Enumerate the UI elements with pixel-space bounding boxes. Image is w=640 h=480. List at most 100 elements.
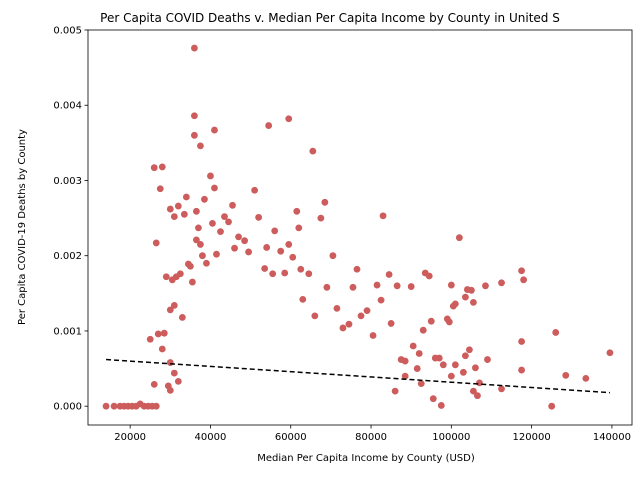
data-point — [289, 253, 297, 261]
data-point — [158, 163, 166, 171]
x-tick-label: 100000 — [432, 432, 470, 443]
x-tick-label: 140000 — [593, 432, 631, 443]
data-point — [393, 282, 401, 290]
data-point — [201, 195, 208, 203]
data-point — [245, 248, 252, 256]
data-point — [150, 380, 158, 388]
data-point — [221, 213, 228, 220]
data-point — [203, 259, 210, 267]
data-point — [235, 233, 242, 241]
data-point — [285, 241, 293, 248]
data-point — [271, 227, 279, 235]
data-point — [166, 306, 174, 314]
data-point — [277, 247, 285, 255]
data-point — [435, 354, 443, 362]
y-tick-label: 0.004 — [53, 101, 82, 112]
data-point — [297, 265, 305, 273]
data-point — [160, 329, 168, 337]
data-point — [518, 366, 525, 374]
y-tick-label: 0.002 — [53, 251, 82, 262]
x-tick-label: 80000 — [355, 432, 387, 443]
data-point — [229, 201, 236, 209]
data-point — [293, 207, 301, 215]
data-point — [182, 193, 190, 201]
data-point — [476, 379, 483, 387]
data-point — [188, 278, 196, 286]
data-point — [498, 385, 505, 393]
data-point — [455, 234, 463, 242]
data-point — [170, 301, 178, 309]
data-point — [339, 324, 347, 332]
data-point — [429, 395, 437, 403]
data-point — [437, 402, 445, 409]
data-point — [152, 402, 160, 410]
data-point — [470, 298, 477, 306]
data-point — [552, 329, 560, 336]
data-point — [548, 402, 556, 410]
data-point — [211, 184, 218, 192]
data-point — [176, 270, 184, 278]
data-point — [459, 368, 467, 376]
y-tick-label: 0.000 — [53, 402, 82, 413]
data-point — [321, 198, 329, 206]
data-point — [474, 392, 481, 400]
data-point — [207, 172, 214, 180]
data-point — [265, 122, 273, 129]
data-point — [209, 219, 216, 227]
data-point — [156, 185, 164, 193]
data-point — [211, 126, 218, 134]
data-point — [379, 212, 387, 220]
data-point — [427, 317, 435, 325]
data-point — [518, 338, 525, 345]
data-point — [484, 356, 491, 363]
y-axis-title: Per Capita COVID-19 Deaths by County — [17, 129, 28, 325]
data-point — [417, 380, 425, 388]
data-point — [385, 271, 393, 278]
data-point — [373, 281, 381, 289]
data-point — [562, 371, 570, 379]
chart-title: Per Capita COVID Deaths v. Median Per Ca… — [100, 11, 560, 25]
data-point — [251, 186, 259, 194]
data-point — [263, 244, 271, 251]
x-tick-label: 60000 — [275, 432, 307, 443]
data-point — [466, 346, 473, 354]
data-point — [349, 283, 357, 291]
data-point — [391, 387, 399, 395]
x-axis-ticks: 20000 40000 60000 80000 100000 120000 140000 — [114, 425, 631, 443]
y-axis-ticks: 0.000 0.001 0.002 0.003 0.004 0.005 — [53, 26, 88, 413]
data-point — [190, 131, 198, 139]
x-axis-title: Median Per Capita Income by County (USD) — [257, 453, 475, 464]
trend-line — [106, 358, 610, 394]
data-point — [178, 314, 186, 321]
data-point — [445, 318, 453, 326]
data-point — [447, 281, 455, 289]
data-point — [217, 228, 224, 236]
data-point — [261, 265, 269, 272]
x-tick-label: 40000 — [195, 432, 227, 443]
data-point — [255, 213, 263, 221]
data-point — [329, 252, 337, 260]
data-point — [606, 349, 614, 357]
data-point — [363, 307, 371, 315]
data-point — [415, 350, 423, 357]
data-point — [102, 402, 110, 410]
data-point — [498, 279, 505, 287]
data-point — [451, 300, 459, 308]
data-point — [174, 377, 182, 385]
data-point — [213, 250, 220, 258]
data-point — [225, 218, 232, 226]
data-point — [285, 115, 293, 123]
data-point — [190, 112, 198, 120]
data-point — [166, 386, 174, 394]
data-point — [451, 361, 459, 369]
data-point — [110, 402, 118, 410]
data-point — [472, 364, 479, 372]
data-point — [311, 312, 319, 320]
data-point — [309, 147, 317, 155]
data-point — [419, 326, 427, 334]
data-point — [401, 372, 409, 380]
data-point — [470, 387, 477, 395]
data-point — [158, 345, 166, 353]
data-point — [323, 283, 331, 291]
